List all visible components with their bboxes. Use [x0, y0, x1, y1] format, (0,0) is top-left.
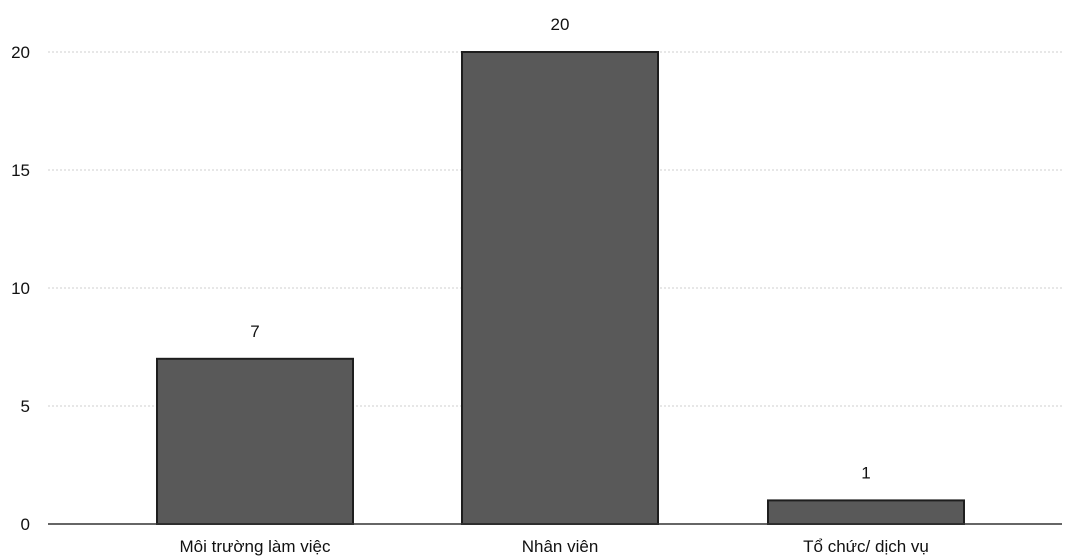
bars	[156, 51, 965, 525]
y-tick-label-15: 15	[11, 161, 30, 180]
bar-2	[461, 51, 659, 525]
labels: 0 5 10 15 20 7 Môi trường làm việc 20 Nhân viên 1…	[11, 15, 929, 556]
y-tick-label-0: 0	[21, 515, 30, 534]
x-category-label-3: Tổ chức/ dịch vụ	[803, 537, 929, 556]
data-label-2: 20	[551, 15, 570, 34]
bar-1	[156, 357, 354, 525]
y-tick-label-20: 20	[11, 43, 30, 62]
x-category-label-1: Môi trường làm việc	[179, 537, 331, 556]
data-label-1: 7	[250, 322, 259, 341]
y-tick-label-10: 10	[11, 279, 30, 298]
bar-3	[767, 499, 965, 525]
y-tick-label-5: 5	[21, 397, 30, 416]
x-category-label-2: Nhân viên	[522, 537, 599, 556]
data-label-3: 1	[861, 463, 870, 482]
